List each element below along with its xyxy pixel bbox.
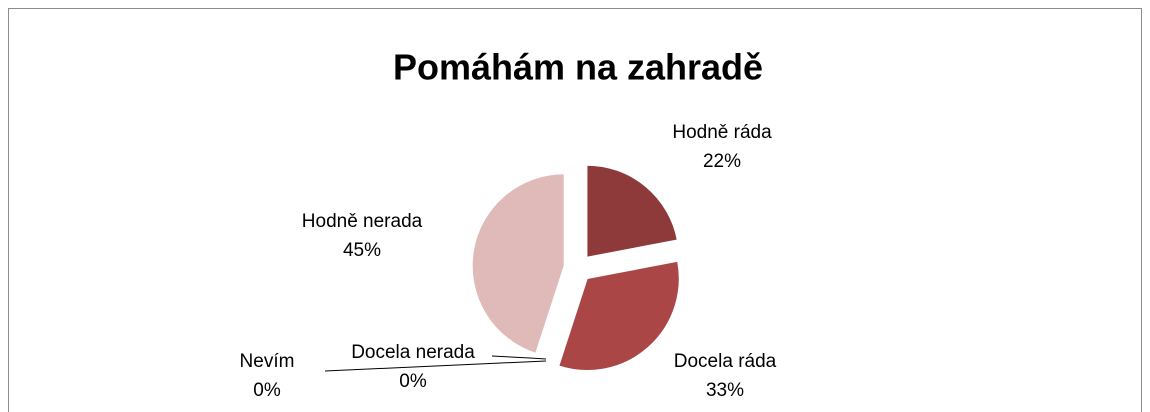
slice-label-value: 33% xyxy=(706,380,744,401)
slice-label-value: 22% xyxy=(703,151,741,172)
pie-slice xyxy=(586,164,678,258)
chart-title: Pomáhám na zahradě xyxy=(393,47,763,88)
slice-label-name: Docela ráda xyxy=(674,351,777,372)
slice-label-value: 0% xyxy=(253,380,281,401)
slice-label-name: Docela nerada xyxy=(351,342,475,363)
pie-slice xyxy=(471,173,565,354)
slice-label-name: Hodně ráda xyxy=(672,122,772,143)
slice-label-name: Nevím xyxy=(240,351,295,372)
slice-label-value: 0% xyxy=(399,371,427,392)
slice-label-value: 45% xyxy=(343,240,381,261)
leader-line xyxy=(491,355,547,360)
pie-slice xyxy=(558,260,680,371)
leader-line xyxy=(324,360,547,372)
slice-label-name: Hodně nerada xyxy=(302,211,423,232)
